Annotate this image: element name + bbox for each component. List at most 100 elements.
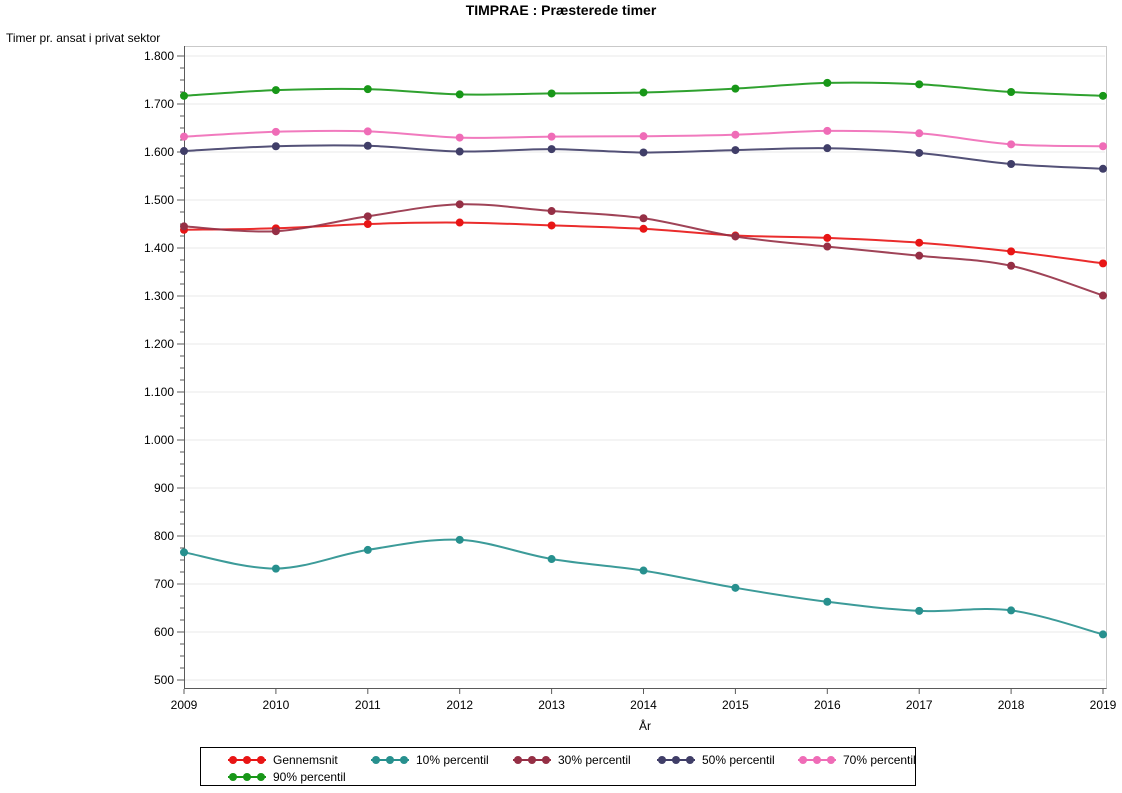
data-point-marker [1007, 140, 1016, 149]
data-point-marker [1099, 164, 1107, 173]
data-point-marker [915, 129, 924, 138]
x-tick-label: 2010 [263, 698, 290, 712]
legend-marker-icon [228, 773, 266, 781]
data-point-marker [547, 207, 556, 216]
data-point-marker [639, 214, 648, 223]
y-axis-title: Timer pr. ansat i privat sektor [6, 31, 161, 45]
gridlines [185, 55, 1105, 681]
legend-item: 50% percentil [656, 753, 775, 767]
data-point-marker [823, 78, 832, 87]
data-point-marker [455, 218, 464, 227]
y-tick-label: 1.400 [144, 241, 174, 255]
legend-marker-icon [657, 756, 695, 764]
data-point-marker [363, 545, 372, 554]
chart-title: TIMPRAE : Præsterede timer [465, 2, 657, 18]
y-tick-label: 700 [154, 577, 174, 591]
legend-marker-icon [371, 756, 409, 764]
legend-item: 30% percentil [512, 753, 631, 767]
x-tick-label: 2016 [814, 698, 841, 712]
data-point-marker [1099, 291, 1107, 300]
data-point-marker [1007, 247, 1016, 256]
data-point-marker [915, 251, 924, 260]
x-tick-label: 2012 [446, 698, 473, 712]
data-point-marker [455, 535, 464, 544]
series-30-percentil [180, 200, 1107, 300]
data-point-marker [455, 133, 464, 142]
data-point-marker [639, 148, 648, 157]
y-tick-label: 500 [154, 673, 174, 687]
data-point-marker [271, 142, 280, 151]
legend: Gennemsnit 10% percentil 30% percentil 50% … [200, 747, 916, 786]
legend-item: 90% percentil [227, 770, 346, 784]
plot-frame [184, 46, 1107, 689]
y-tick-label: 1.600 [144, 145, 174, 159]
data-point-marker [1099, 142, 1107, 151]
y-tick-label: 600 [154, 625, 174, 639]
y-tick-label: 800 [154, 529, 174, 543]
y-tick-label: 1.700 [144, 97, 174, 111]
series-50-percentil [180, 141, 1107, 173]
x-axis-title: År [639, 719, 651, 733]
data-point-marker [271, 227, 280, 236]
data-point-marker [731, 146, 740, 155]
y-tick-label: 1.300 [144, 289, 174, 303]
data-point-marker [731, 232, 740, 241]
y-tick-label: 900 [154, 481, 174, 495]
line-chart-plot: 1.800 1.700 1.600 1.500 1.400 1.300 1.200 1.100… [144, 46, 1117, 712]
data-point-marker [823, 242, 832, 251]
x-tick-label: 2014 [630, 698, 657, 712]
data-point-marker [271, 86, 280, 95]
data-point-marker [1007, 160, 1016, 168]
data-point-marker [823, 597, 832, 606]
data-point-marker [1099, 91, 1107, 100]
data-point-marker [823, 126, 832, 135]
data-point-marker [455, 200, 464, 209]
data-point-marker [1099, 259, 1107, 268]
data-point-marker [547, 132, 556, 141]
legend-item-label: 50% percentil [702, 753, 775, 767]
data-point-marker [363, 141, 372, 150]
data-point-marker [915, 238, 924, 247]
data-point-marker [1007, 606, 1016, 615]
series-70-percentil [180, 126, 1107, 151]
x-tick-label: 2015 [722, 698, 749, 712]
y-axis-ticks: 1.800 1.700 1.600 1.500 1.400 1.300 1.200 1.100… [144, 49, 184, 687]
data-point-marker [639, 132, 648, 141]
legend-item-label: 10% percentil [416, 753, 489, 767]
data-point-marker [639, 566, 648, 575]
legend-item-label: 70% percentil [843, 753, 916, 767]
x-tick-label: 2018 [998, 698, 1025, 712]
data-point-marker [180, 91, 188, 100]
legend-item-label: 90% percentil [273, 770, 346, 784]
legend-item: Gennemsnit [227, 753, 338, 767]
data-point-marker [363, 220, 372, 228]
data-point-marker [363, 127, 372, 136]
y-tick-label: 1.100 [144, 385, 174, 399]
data-point-marker [180, 222, 188, 231]
legend-marker-icon [228, 756, 266, 764]
data-point-marker [731, 583, 740, 592]
legend-item-label: Gennemsnit [273, 753, 338, 767]
data-point-marker [547, 221, 556, 230]
y-tick-label: 1.000 [144, 433, 174, 447]
y-tick-label: 1.800 [144, 49, 174, 63]
data-point-marker [823, 233, 832, 242]
y-tick-label: 1.500 [144, 193, 174, 207]
x-tick-label: 2011 [355, 698, 381, 712]
data-point-marker [1007, 88, 1016, 96]
x-tick-label: 2019 [1090, 698, 1117, 712]
x-axis-ticks: 2009 2010 2011 2012 2013 2014 2015 2016 2017 2018… [171, 689, 1117, 712]
data-point-marker [823, 144, 832, 153]
data-point-marker [639, 88, 648, 97]
data-point-marker [180, 132, 188, 141]
data-point-marker [271, 127, 280, 136]
x-tick-label: 2013 [538, 698, 565, 712]
data-point-marker [639, 224, 648, 233]
legend-marker-icon [798, 756, 836, 764]
data-point-marker [363, 85, 372, 94]
data-point-marker [547, 145, 556, 154]
y-tick-label: 1.200 [144, 337, 174, 351]
x-tick-label: 2009 [171, 698, 198, 712]
data-point-marker [1099, 630, 1107, 639]
